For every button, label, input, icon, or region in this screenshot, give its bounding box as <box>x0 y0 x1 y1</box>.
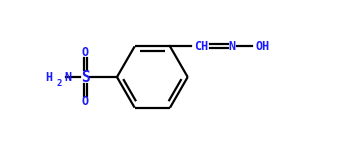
Text: OH: OH <box>255 40 270 53</box>
Text: S: S <box>81 69 90 85</box>
Text: CH: CH <box>195 40 209 53</box>
Text: O: O <box>82 46 89 59</box>
Text: O: O <box>82 95 89 108</box>
Text: N: N <box>64 71 71 83</box>
Text: H: H <box>45 71 52 83</box>
Text: N: N <box>228 40 236 53</box>
Text: 2: 2 <box>56 79 61 88</box>
